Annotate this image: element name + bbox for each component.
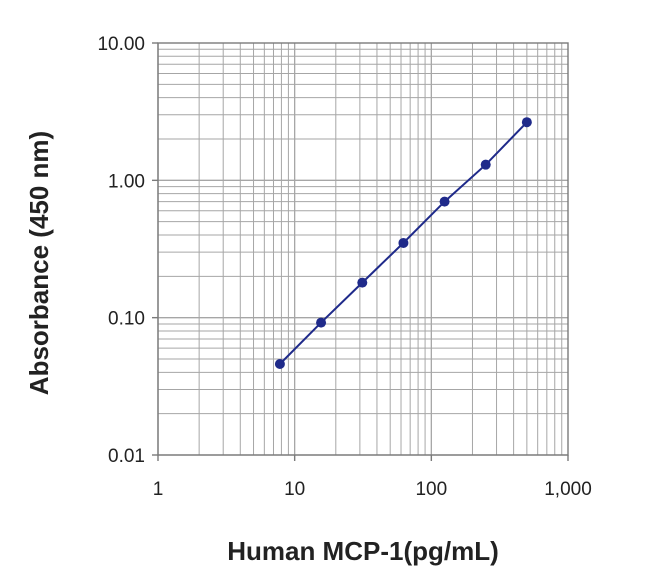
data-point (439, 196, 450, 207)
data-point (274, 358, 285, 369)
data-point (398, 237, 409, 248)
y-tick-label: 1.00 (108, 171, 145, 192)
x-tick-label: 1 (153, 479, 164, 500)
y-tick-label: 0.01 (108, 446, 145, 467)
x-axis-title: Human MCP-1(pg/mL) (227, 536, 499, 566)
y-axis-tick-labels: 0.01 0.10 1.00 10.00 (97, 34, 158, 467)
data-point (480, 159, 491, 170)
x-tick-label: 10 (284, 479, 305, 500)
x-axis-tick-labels: 1 10 100 1,000 (153, 455, 592, 500)
plot-area-frame (157, 42, 569, 456)
grid (157, 43, 568, 456)
series (274, 117, 532, 369)
y-tick-label: 10.00 (97, 34, 145, 55)
data-point (316, 317, 327, 328)
data-point (521, 117, 532, 128)
y-tick-label: 0.10 (108, 309, 145, 330)
x-tick-label: 1,000 (544, 479, 592, 500)
x-tick-label: 100 (415, 479, 447, 500)
data-point (357, 277, 368, 288)
y-axis-title: Absorbance (450 nm) (24, 131, 54, 395)
